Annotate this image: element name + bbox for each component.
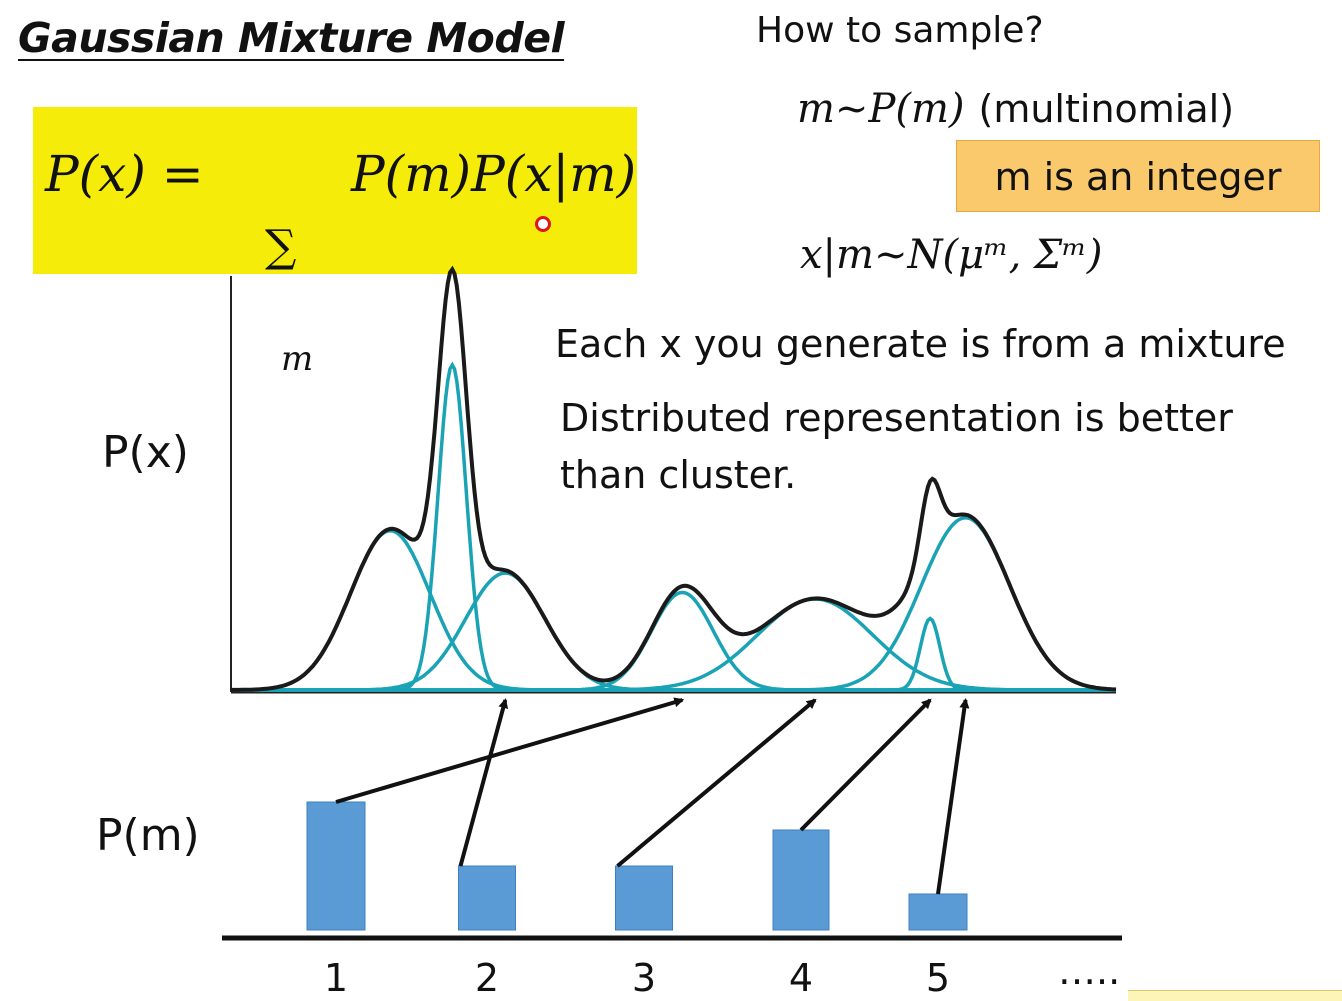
summation-index: m bbox=[281, 339, 314, 379]
sampling-step-2: x|m~N(μᵐ, Σᵐ) bbox=[800, 232, 1103, 278]
mixture-note: Each x you generate is from a mixture bbox=[555, 322, 1286, 366]
distributed-note: Distributed representation is better tha… bbox=[560, 396, 1233, 497]
pm-category-label-5: 5 bbox=[926, 956, 950, 1000]
pm-bar-5 bbox=[908, 893, 968, 931]
arrow-bar-1 bbox=[335, 697, 685, 804]
summation-symbol: ∑ bbox=[265, 221, 297, 272]
component-curve-1 bbox=[231, 529, 1116, 692]
component-arrows bbox=[335, 697, 970, 895]
pm-bars bbox=[306, 801, 968, 931]
component-curve-5 bbox=[231, 597, 1116, 692]
pm-category-label-4: 4 bbox=[789, 956, 813, 1000]
pm-category-label-3: 3 bbox=[632, 956, 656, 1000]
slide-title: Gaussian Mixture Model bbox=[18, 14, 565, 62]
pm-category-label-1: 1 bbox=[324, 956, 348, 1000]
arrow-bar-3 bbox=[616, 698, 817, 868]
pm-category-labels: 1 2 3 4 5 bbox=[324, 956, 950, 1000]
pm-bar-2 bbox=[458, 865, 516, 931]
corner-note-box bbox=[1128, 990, 1342, 1001]
pm-category-label-2: 2 bbox=[475, 956, 499, 1000]
pm-axis-label: P(m) bbox=[96, 810, 200, 861]
arrow-bar-4 bbox=[799, 698, 932, 832]
sampling-step-1: m~P(m) (multinomial) bbox=[797, 86, 1234, 132]
pm-bar-1 bbox=[306, 801, 366, 931]
formula-lhs: P(x) = bbox=[45, 145, 204, 203]
component-curve-7 bbox=[231, 516, 1117, 692]
mixture-curve bbox=[231, 265, 1117, 692]
ellipsis-label: ….. bbox=[1058, 949, 1120, 993]
pm-bar-3 bbox=[615, 865, 673, 931]
pointer-cursor-icon bbox=[535, 216, 551, 232]
component-curve-6 bbox=[231, 616, 1116, 692]
component-curve-4 bbox=[231, 590, 1116, 692]
integer-note-box: m is an integer bbox=[956, 140, 1320, 212]
px-axis-label: P(x) bbox=[102, 427, 189, 478]
step1-formula: m~P(m) bbox=[797, 86, 965, 132]
arrow-bar-5 bbox=[936, 698, 970, 895]
step1-note: (multinomial) bbox=[978, 87, 1235, 131]
mixture-formula: P(x) = ∑ m P(m)P(x|m) bbox=[33, 107, 637, 379]
pm-bar-4 bbox=[772, 829, 830, 931]
arrow-bar-2 bbox=[458, 698, 509, 867]
sampling-heading: How to sample? bbox=[756, 10, 1044, 51]
formula-rhs: P(m)P(x|m) bbox=[351, 145, 637, 203]
